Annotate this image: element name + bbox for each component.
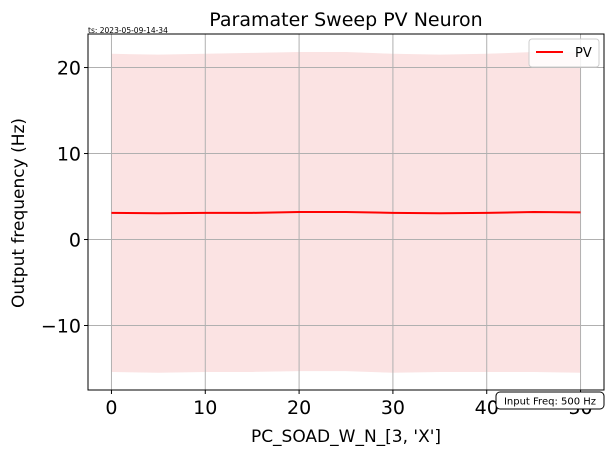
note-text: Input Freq: 500 Hz [504, 397, 596, 408]
y-tick-label-0: −10 [41, 316, 81, 338]
y-axis-label: Output frequency (Hz) [9, 118, 29, 308]
x-tick-label-4: 40 [475, 397, 499, 419]
legend: PV [528, 38, 600, 68]
y-tick-label-2: 10 [57, 144, 81, 166]
x-tick-label-2: 20 [287, 397, 311, 419]
x-tick-label-0: 0 [105, 397, 117, 419]
chart-title: Paramater Sweep PV Neuron [209, 9, 482, 31]
input-freq-note: Input Freq: 500 Hz [495, 391, 605, 410]
note-box-frame [495, 391, 605, 410]
plot-area-frame [87, 33, 605, 391]
legend-label-pv: PV [575, 46, 592, 61]
y-tick-label-3: 20 [57, 58, 81, 80]
timestamp-label: ts: 2023-05-09-14-34 [88, 26, 168, 35]
x-tick-label-1: 10 [193, 397, 217, 419]
x-tick-label-3: 30 [381, 397, 405, 419]
series-line-0 [111, 210, 581, 215]
legend-box [528, 38, 600, 68]
y-tick-label-1: 0 [69, 230, 81, 252]
x-axis-label: PC_SOAD_W_N_[3, 'X'] [251, 427, 441, 447]
